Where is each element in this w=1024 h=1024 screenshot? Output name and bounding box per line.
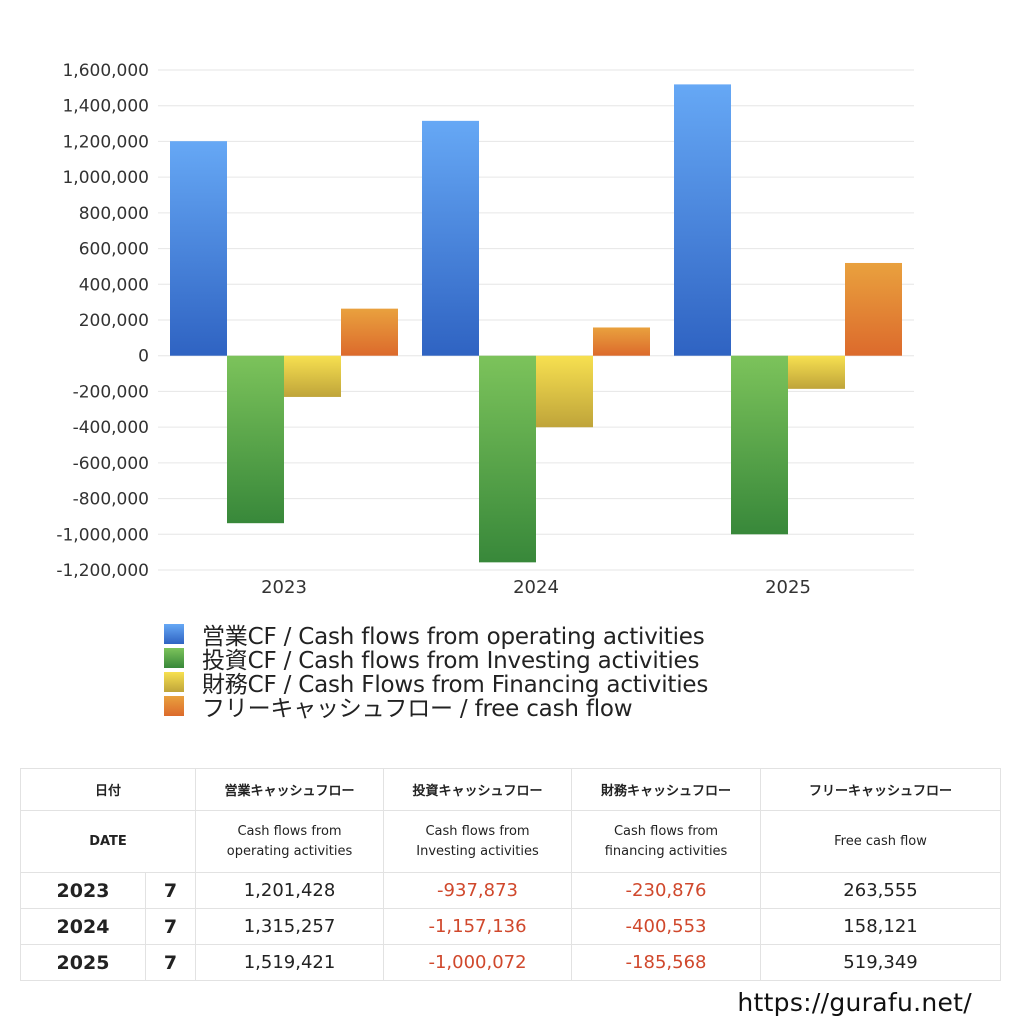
bar-2-2023 [227,355,284,524]
row-operating: 1,519,421 [195,944,385,981]
x-tick-label: 2023 [261,577,307,598]
y-tick-label: 1,000,000 [62,168,149,188]
bars [170,84,902,563]
row-month: 7 [144,908,197,945]
bar-1-2024 [422,120,479,356]
bar-1-2023 [170,141,227,356]
row-free: 519,349 [760,944,1002,981]
header-financing-en-line2: financing activities [604,843,728,859]
bar-3-2024 [536,355,593,428]
y-tick-label: -400,000 [73,418,149,438]
legend-label-free: フリーキャッシュフロー / free cash flow [202,696,633,722]
y-tick-label: 200,000 [79,311,149,331]
legend-swatch-free [164,696,184,716]
header-operating-en: Cash flows from operating activities [195,810,385,873]
header-free-en: Free cash flow [760,810,1002,873]
legend-item-free: フリーキャッシュフロー / free cash flow [164,694,708,722]
header-investing-en-line1: Cash flows from [425,823,530,839]
y-tick-label: 400,000 [79,275,149,295]
x-tick-label: 2024 [513,577,559,598]
y-tick-label: 1,600,000 [62,61,149,81]
cash-flow-table: 日付 営業キャッシュフロー 投資キャッシュフロー 財務キャッシュフロー フリーキ… [19,768,1002,981]
legend-swatch-financing [164,672,184,692]
bar-1-2025 [674,84,731,356]
legend-label-investing: 投資CF / Cash flows from Investing activit… [202,648,700,674]
row-year: 2025 [20,944,146,981]
row-operating: 1,201,428 [195,872,385,909]
legend-label-operating: 営業CF / Cash flows from operating activit… [202,624,705,650]
table-row: 2024 7 1,315,257 -1,157,136 -400,553 158… [20,908,1002,945]
header-operating-ja: 営業キャッシュフロー [195,768,385,811]
bar-2-2025 [731,355,788,535]
table-row: 2023 7 1,201,428 -937,873 -230,876 263,5… [20,872,1002,909]
y-tick-label: -600,000 [73,454,149,474]
bar-4-2025 [845,262,902,356]
row-free: 263,555 [760,872,1002,909]
y-tick-label: -800,000 [73,490,149,510]
legend-swatch-investing [164,648,184,668]
header-financing-ja: 財務キャッシュフロー [571,768,762,811]
x-tick-label: 2025 [765,577,811,598]
table-header-ja: 日付 営業キャッシュフロー 投資キャッシュフロー 財務キャッシュフロー フリーキ… [19,768,1002,811]
bar-3-2025 [788,355,845,389]
legend-label-financing: 財務CF / Cash Flows from Financing activit… [202,672,709,698]
legend-item-investing: 投資CF / Cash flows from Investing activit… [164,646,708,674]
row-financing: -185,568 [571,944,762,981]
header-free-ja: フリーキャッシュフロー [760,768,1002,811]
y-tick-label: -1,000,000 [56,525,149,545]
cash-flow-bar-chart: 1,600,000 1,400,000 1,200,000 1,000,000 800,… [56,61,914,598]
row-investing: -1,157,136 [383,908,573,945]
header-operating-en-line1: Cash flows from [237,823,342,839]
row-year: 2023 [20,872,146,909]
y-tick-label: 0 [138,347,149,367]
header-date-ja: 日付 [19,768,197,811]
y-tick-label: 1,400,000 [62,97,149,117]
table-header-en: DATE Cash flows from operating activities… [19,810,1002,873]
y-axis: 1,600,000 1,400,000 1,200,000 1,000,000 800,… [56,61,149,581]
bar-4-2023 [341,308,398,356]
legend: 営業CF / Cash flows from operating activit… [164,622,708,722]
header-investing-ja: 投資キャッシュフロー [383,768,573,811]
row-investing: -1,000,072 [383,944,573,981]
row-financing: -400,553 [571,908,762,945]
row-investing: -937,873 [383,872,573,909]
y-tick-label: 600,000 [79,240,149,260]
legend-item-financing: 財務CF / Cash Flows from Financing activit… [164,670,708,698]
header-financing-en-line1: Cash flows from [613,823,719,839]
row-free: 158,121 [760,908,1002,945]
bar-3-2023 [284,355,341,397]
row-month: 7 [144,872,197,909]
y-tick-label: -200,000 [73,382,149,402]
x-axis: 2023 2024 2025 [261,577,811,598]
header-operating-en-line2: operating activities [226,843,353,859]
legend-item-operating: 営業CF / Cash flows from operating activit… [164,622,708,650]
row-month: 7 [144,944,197,981]
legend-swatch-operating [164,624,184,644]
site-url: https://gurafu.net/ [737,988,972,1017]
y-tick-label: 1,200,000 [62,132,149,152]
header-financing-en: Cash flows from financing activities [571,810,762,873]
header-date-en: DATE [19,810,197,873]
y-tick-label: 800,000 [79,204,149,224]
table-row: 2025 7 1,519,421 -1,000,072 -185,568 519… [20,944,1002,981]
header-investing-en-line2: Investing activities [416,843,539,859]
row-operating: 1,315,257 [195,908,385,945]
y-tick-label: -1,200,000 [56,561,149,581]
row-financing: -230,876 [571,872,762,909]
bar-4-2024 [593,327,650,356]
bar-2-2024 [479,355,536,563]
header-investing-en: Cash flows from Investing activities [383,810,573,873]
row-year: 2024 [20,908,146,945]
